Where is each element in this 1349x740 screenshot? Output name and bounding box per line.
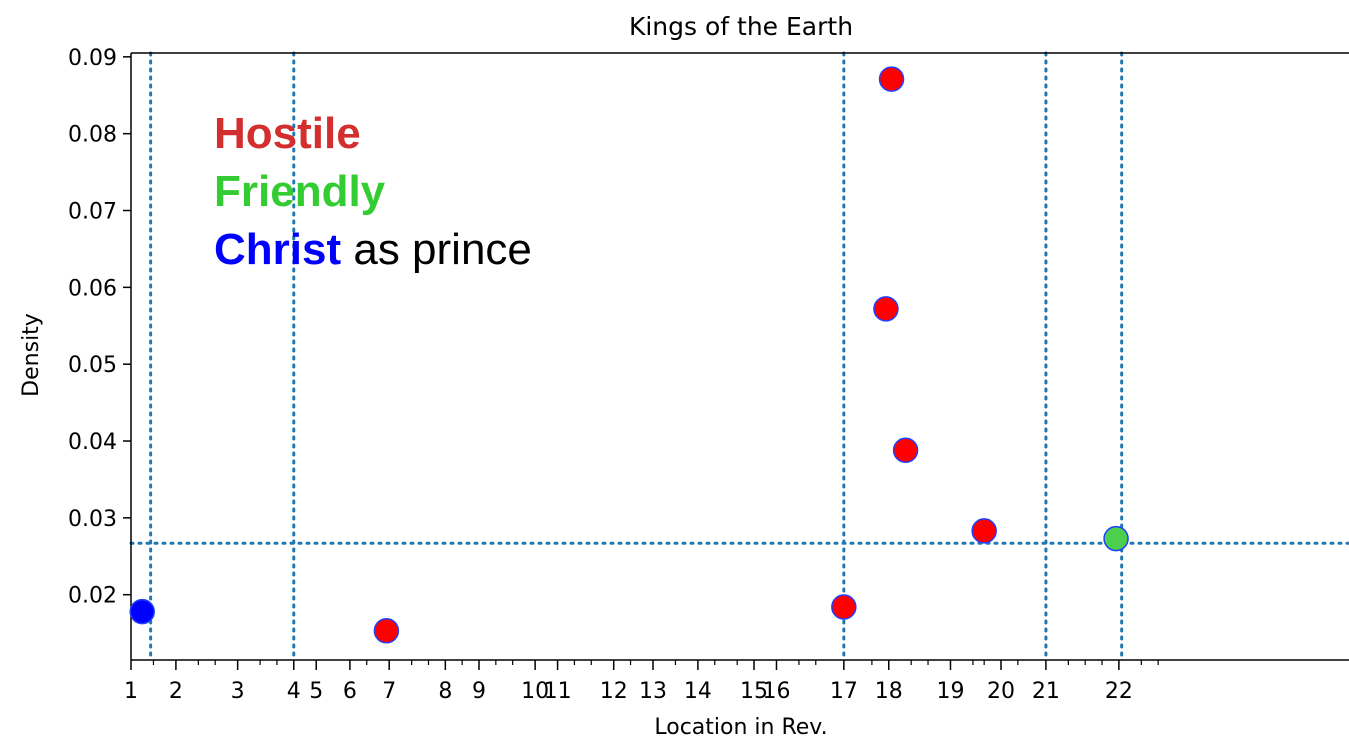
y-axis-ticks: 0.02 0.03 0.04 0.05 0.06 0.07 0.08 0.09: [68, 46, 131, 609]
y-tick-label-4: 0.05: [68, 353, 117, 378]
guide-lines: [129, 51, 1349, 662]
data-point-hostile-5: [878, 66, 905, 92]
x-tick-label-3: 3: [231, 679, 245, 704]
data-point-hostile-2: [373, 618, 400, 644]
data-point-hostile-4: [873, 296, 899, 322]
x-tick-label-10: 10: [521, 679, 549, 704]
x-tick-label-1: 1: [124, 679, 138, 704]
x-tick-label-4: 4: [287, 679, 301, 704]
y-tick-label-1: 0.02: [68, 584, 117, 609]
legend-label-hostile: Hostile: [214, 109, 361, 158]
legend-entry-hostile: Hostile: [214, 109, 361, 158]
legend-label-christ: Christ: [214, 225, 341, 274]
y-tick-label-6: 0.07: [68, 200, 117, 225]
data-point-hostile-7: [971, 518, 997, 544]
x-tick-label-21: 21: [1032, 679, 1060, 704]
x-tick-label-6: 6: [343, 679, 357, 704]
x-tick-label-5: 5: [309, 679, 323, 704]
x-tick-label-8: 8: [438, 679, 452, 704]
x-axis-title: Location in Rev.: [654, 715, 827, 740]
x-tick-label-9: 9: [472, 679, 486, 704]
x-tick-label-20: 20: [987, 679, 1015, 704]
y-tick-label-2: 0.03: [68, 507, 117, 532]
y-axis-title: Density: [19, 313, 44, 397]
y-tick-label-7: 0.08: [68, 123, 117, 148]
legend-suffix: as prince: [341, 225, 532, 274]
x-tick-label-22: 22: [1105, 679, 1133, 704]
legend: Hostile Friendly Christ as prince: [214, 109, 532, 274]
x-tick-label-14: 14: [684, 679, 712, 704]
legend-entry-christ: Christ as prince: [214, 225, 532, 274]
x-tick-label-18: 18: [875, 679, 903, 704]
x-tick-label-19: 19: [936, 679, 964, 704]
data-point-friendly-8: [1103, 525, 1129, 552]
x-tick-label-17: 17: [830, 679, 858, 704]
x-tick-label-13: 13: [639, 679, 667, 704]
axes: [130, 52, 1349, 661]
y-tick-label-8: 0.09: [68, 46, 117, 71]
y-tick-label-5: 0.06: [68, 276, 117, 301]
x-tick-label-2: 2: [169, 679, 183, 704]
chart-title: Kings of the Earth: [629, 12, 853, 41]
y-tick-label-3: 0.04: [68, 430, 117, 455]
x-tick-label-15: 15: [740, 679, 768, 704]
x-tick-label-11: 11: [544, 679, 572, 704]
data-point-hostile-3: [831, 594, 857, 620]
x-tick-label-16: 16: [762, 679, 790, 704]
x-tick-label-12: 12: [600, 679, 628, 704]
x-tick-label-7: 7: [382, 679, 396, 704]
data-point-christ-1: [129, 598, 155, 625]
data-points: [129, 66, 1129, 644]
data-point-hostile-6: [892, 437, 919, 463]
legend-entry-friendly: Friendly: [214, 167, 386, 216]
legend-label-friendly: Friendly: [214, 167, 386, 216]
